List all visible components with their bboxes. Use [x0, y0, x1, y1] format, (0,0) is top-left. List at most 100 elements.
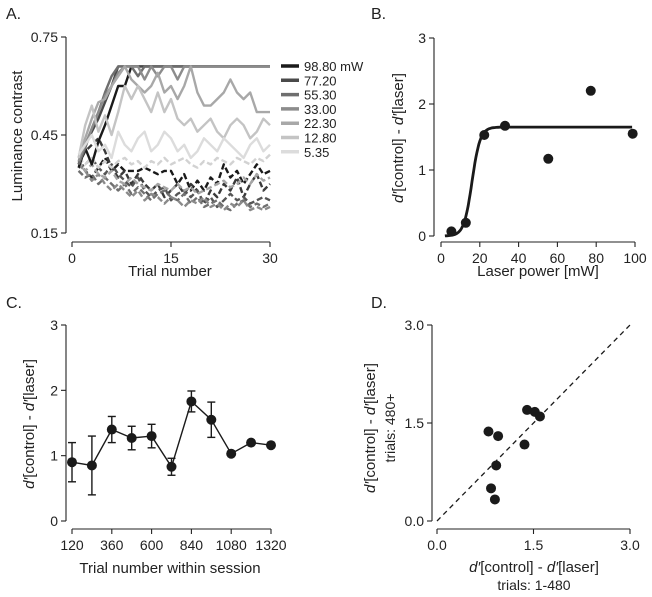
data-point: [486, 483, 497, 494]
data-point: [146, 431, 157, 442]
legend-label: 12.80: [304, 131, 337, 146]
y-axis-title-part: d′: [21, 399, 38, 411]
data-point: [519, 439, 530, 450]
series-line-5: [77, 84, 271, 159]
legend-label: 98.80 mW: [304, 59, 364, 74]
y-axis-title-part: d′: [390, 113, 407, 125]
data-point: [543, 153, 554, 164]
y-tick-label: 0: [418, 228, 426, 244]
data-point: [67, 457, 77, 468]
data-point: [126, 433, 137, 444]
data-point: [585, 85, 596, 96]
x-tick-label: 80: [588, 250, 604, 266]
panel-label-b: B.: [371, 6, 386, 23]
y-tick-label: 1.5: [405, 415, 425, 431]
y-tick-label: 3.0: [405, 317, 425, 333]
panel-a-chart: 0.15 0.45 0.75 0 15 30 98.80 mW77.2055.3033.00…: [9, 29, 364, 280]
y-axis-title: d′[control] - d′[laser]: [362, 363, 379, 493]
panel-label-d: D.: [371, 295, 387, 312]
x-axis-title-part: d′: [469, 559, 481, 576]
legend-label: 22.30: [304, 116, 337, 131]
series-line-10: [77, 170, 271, 212]
data-point: [479, 130, 490, 141]
panel-label-c: C.: [6, 295, 22, 312]
y-axis-title: d′[control] - d′[laser]: [390, 73, 407, 203]
y-axis-title-part: d′: [21, 477, 38, 489]
data-point: [246, 437, 257, 448]
data-point: [489, 494, 500, 505]
y-tick-label: 0.0: [405, 513, 425, 529]
data-point: [166, 461, 177, 472]
x-tick-label: 360: [100, 537, 124, 553]
x-tick-label: 0: [437, 250, 445, 266]
data-point: [106, 424, 117, 435]
x-axis-title-part: [control] -: [480, 559, 547, 576]
series-line-11: [77, 163, 271, 212]
x-tick-label: 1.5: [524, 537, 544, 553]
x-axis-subtitle: trials: 1-480: [497, 577, 570, 593]
y-axis-title-part: [laser]: [362, 363, 379, 404]
x-axis-title: Trial number within session: [79, 560, 260, 577]
legend-label: 5.35: [304, 145, 329, 160]
series-line-6: [77, 130, 271, 160]
panel-d-chart: 0.01.53.00.0 1.5 3.0d′[control] - d′[laser…: [362, 317, 640, 593]
y-axis-title-part: [control] -: [390, 125, 407, 192]
data-point: [483, 426, 494, 437]
x-tick-label: 1320: [255, 537, 286, 553]
x-tick-label: 840: [180, 537, 204, 553]
series-line-7: [77, 156, 271, 192]
series-line-4: [77, 65, 270, 159]
x-tick-label: 3.0: [620, 537, 640, 553]
identity-line: [436, 324, 631, 522]
y-tick-label: 1: [418, 162, 426, 178]
y-tick-label: 0: [50, 513, 58, 529]
y-tick-label: 0.45: [31, 127, 58, 143]
data-point: [266, 440, 276, 451]
legend-label: 55.30: [304, 88, 337, 103]
data-point: [522, 404, 533, 415]
x-tick-label: 100: [623, 250, 647, 266]
data-point: [534, 411, 545, 422]
panel-c-chart: 0 1 2 3 120 360 600 840 1080 1320 Trial number wit…: [21, 317, 287, 577]
panel-b-chart: 0 1 2 3 0 20 40 60 80 100 Laser power [mW] d′[contr…: [390, 30, 647, 280]
x-axis-title: d′[control] - d′[laser]: [469, 559, 599, 576]
legend-label: 33.00: [304, 102, 337, 117]
data-point: [493, 431, 504, 442]
y-tick-label: 0.75: [31, 29, 58, 45]
y-axis-title-part: [laser]: [390, 73, 407, 114]
y-axis-title-part: [laser]: [21, 359, 38, 400]
x-tick-label: 120: [60, 537, 84, 553]
y-axis-title: d′[control] - d′[laser]: [21, 359, 38, 489]
data-point: [491, 460, 502, 471]
data-point: [446, 226, 457, 237]
y-tick-label: 2: [418, 96, 426, 112]
y-axis-subtitle: trials: 480+: [382, 394, 398, 463]
data-point: [500, 120, 511, 131]
x-tick-label: 1080: [216, 537, 247, 553]
x-axis-title-part: d′: [547, 559, 559, 576]
x-tick-label: 30: [262, 250, 278, 266]
y-axis-title-part: d′: [362, 403, 379, 415]
y-axis-title-part: [control] -: [362, 415, 379, 482]
x-tick-label: 20: [472, 250, 488, 266]
x-tick-label: 15: [163, 250, 179, 266]
x-tick-label: 0.0: [427, 537, 447, 553]
x-axis-title-part: [laser]: [558, 559, 599, 576]
data-point: [460, 217, 471, 228]
data-point: [86, 460, 97, 471]
x-axis-title: Trial number: [128, 263, 212, 280]
series-line: [71, 400, 272, 469]
x-tick-label: 600: [140, 537, 164, 553]
x-tick-label: 0: [68, 250, 76, 266]
series-line-13: [77, 153, 271, 169]
legend-label: 77.20: [304, 73, 337, 88]
y-tick-label: 3: [50, 317, 58, 333]
data-point: [226, 448, 237, 459]
y-axis-title: Luminance contrast: [9, 70, 26, 202]
data-point: [206, 414, 217, 425]
fit-curve: [444, 125, 633, 238]
data-point: [627, 128, 638, 139]
y-tick-label: 3: [418, 30, 426, 46]
panel-label-a: A.: [6, 6, 21, 23]
